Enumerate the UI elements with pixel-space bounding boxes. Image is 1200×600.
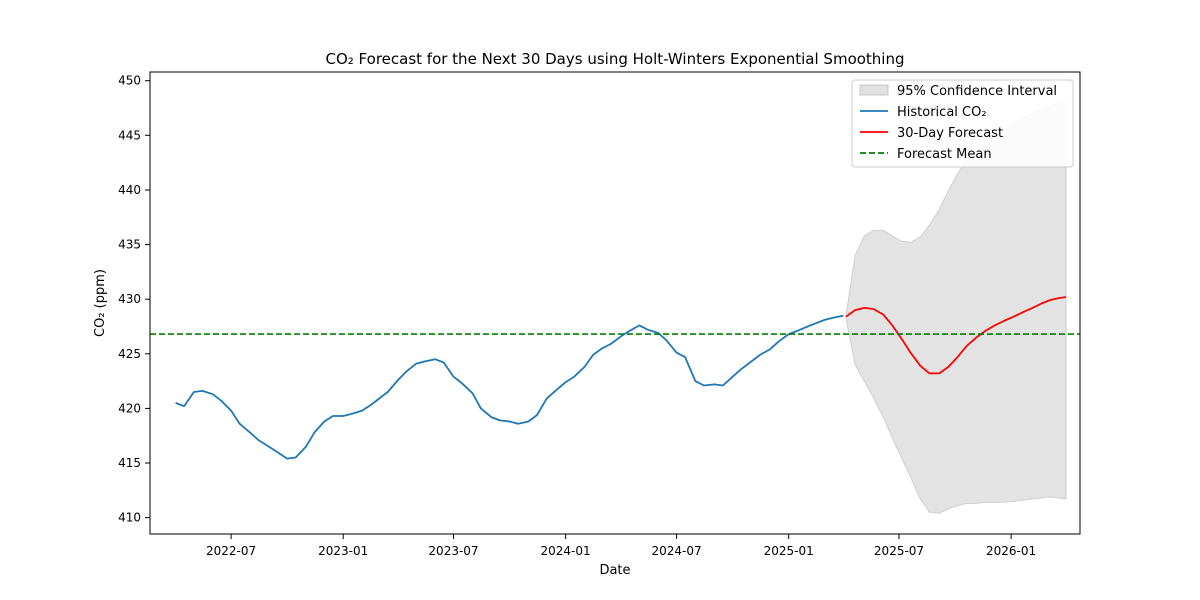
y-tick-label: 425	[118, 347, 141, 361]
legend-historical-label: Historical CO₂	[897, 105, 987, 120]
y-tick-label: 440	[118, 183, 141, 197]
y-axis-ticks: 410 415 420 425 430 435 440 445 450	[118, 74, 150, 525]
x-axis-label: Date	[599, 563, 630, 578]
x-tick-label: 2022-07	[206, 544, 256, 558]
legend-ci-swatch	[859, 84, 889, 96]
plot-area	[150, 102, 1080, 514]
y-tick-label: 430	[118, 292, 141, 306]
historical-co2-line	[175, 314, 844, 460]
x-tick-label: 2024-07	[652, 544, 702, 558]
legend-frame	[851, 79, 1074, 168]
legend-mean-label: Forecast Mean	[897, 147, 992, 162]
y-tick-label: 410	[118, 511, 141, 525]
y-axis-label: CO₂ (ppm)	[93, 269, 108, 337]
x-tick-label: 2025-01	[764, 544, 814, 558]
x-tick-label: 2024-01	[541, 544, 591, 558]
legend-ci-label: 95% Confidence Interval	[897, 84, 1057, 99]
y-tick-label: 445	[118, 128, 141, 142]
y-tick-label: 435	[118, 238, 141, 252]
x-tick-label: 2023-07	[428, 544, 478, 558]
x-axis-ticks: 2022-07 2023-01 2023-07 2024-01 2024-07 2025-…	[206, 534, 1036, 558]
y-tick-label: 415	[118, 456, 141, 470]
x-tick-label: 2023-01	[318, 544, 368, 558]
legend-forecast-label: 30-Day Forecast	[897, 126, 1003, 141]
y-tick-label: 450	[118, 74, 141, 88]
x-tick-label: 2026-01	[986, 544, 1036, 558]
x-tick-label: 2025-07	[874, 544, 924, 558]
forecast-line	[845, 296, 1067, 375]
plot-frame	[149, 71, 1081, 535]
confidence-interval-band	[845, 102, 1067, 514]
y-tick-label: 420	[118, 401, 141, 415]
chart-title: CO₂ Forecast for the Next 30 Days using …	[325, 50, 904, 68]
legend: 95% Confidence Interval Historical CO₂ 3…	[851, 79, 1074, 168]
